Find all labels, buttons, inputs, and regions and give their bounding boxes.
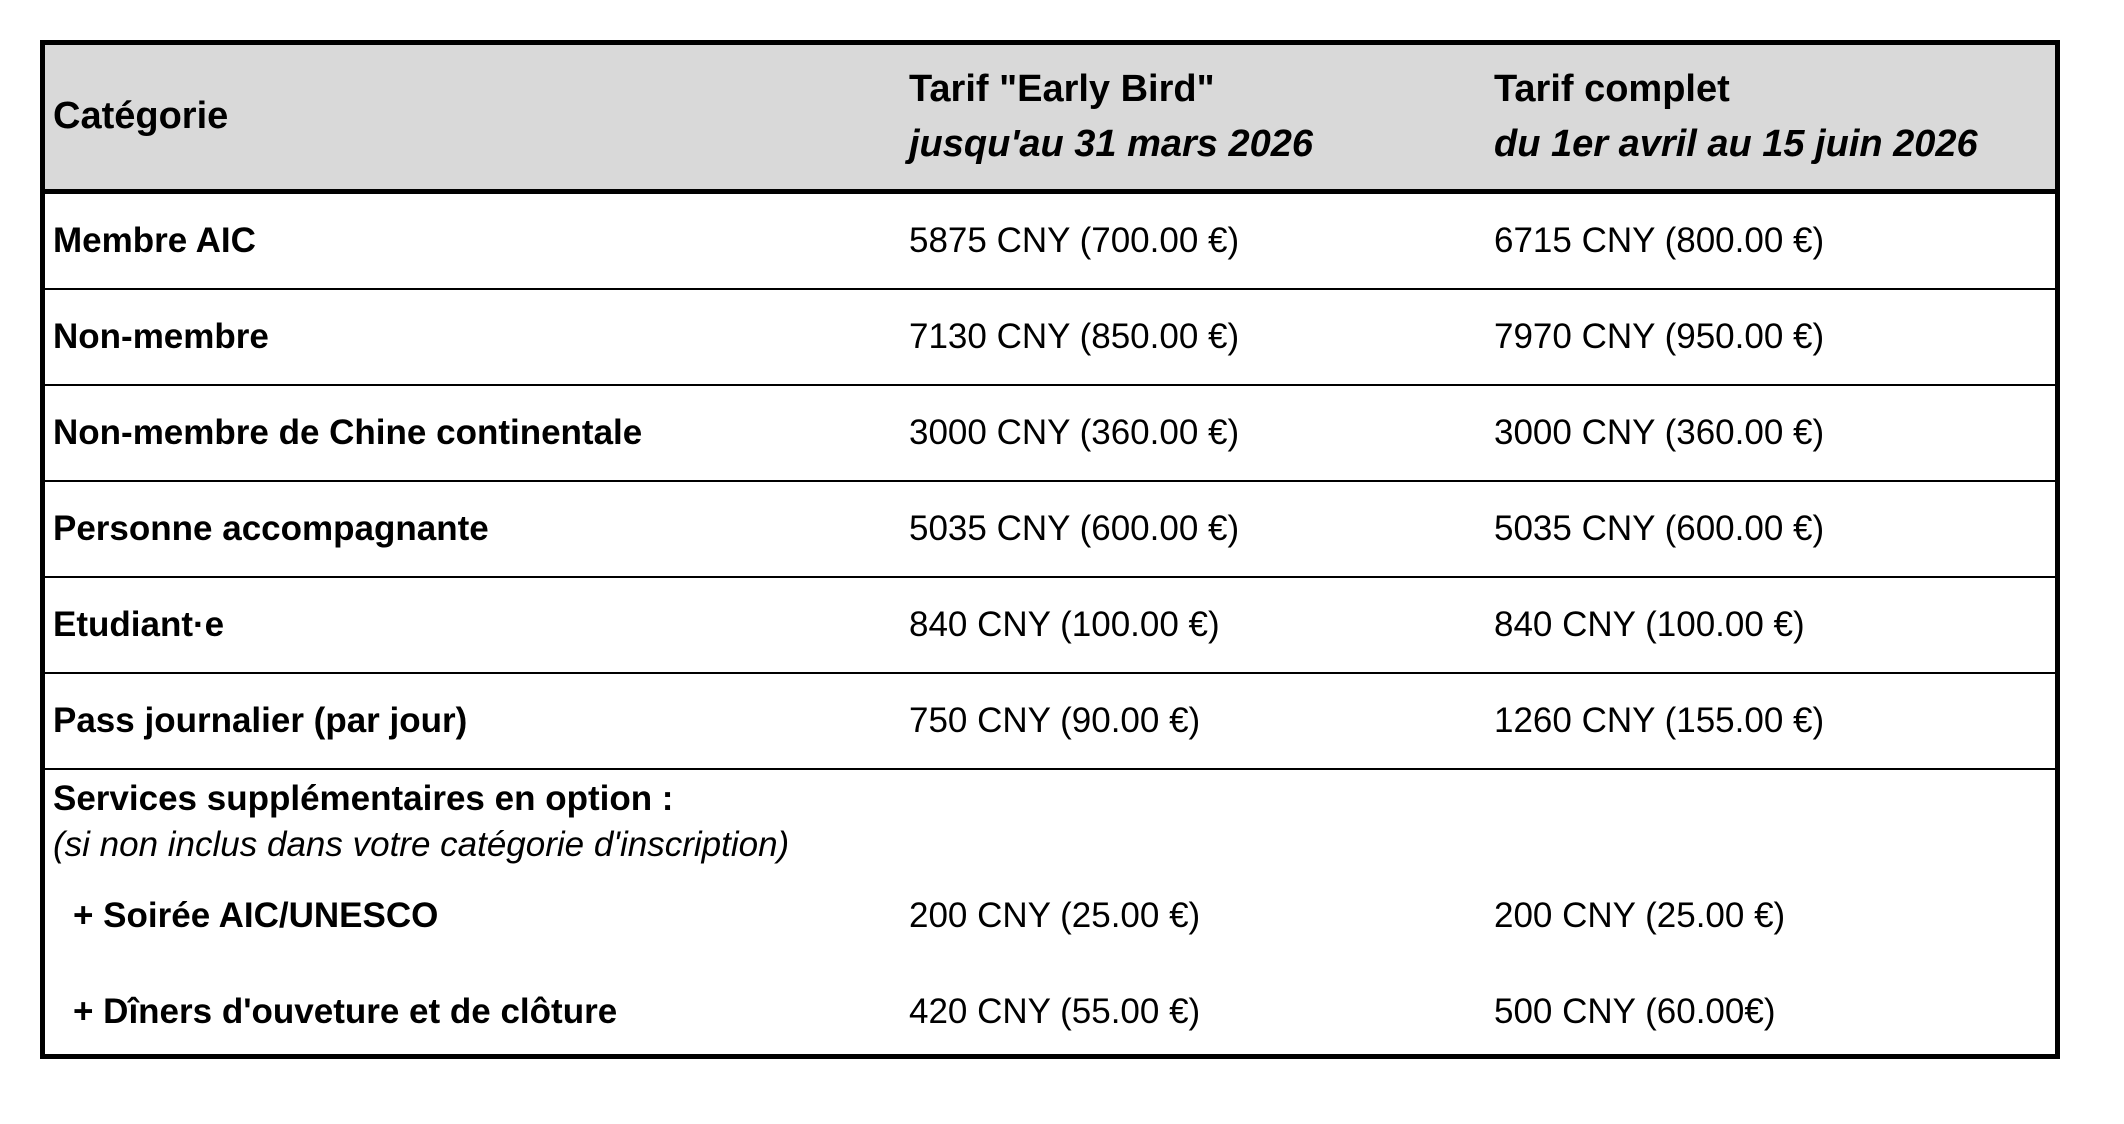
table-row: Personne accompagnante 5035 CNY (600.00 … [45,482,2055,578]
table-header-row: Catégorie Tarif "Early Bird" jusqu'au 31… [45,45,2055,194]
row-category: Non-membre [53,317,269,357]
option-row: + Soirée AIC/UNESCO 200 CNY (25.00 €) 20… [45,868,2055,964]
row-full-price: 840 CNY (100.00 €) [1494,605,1805,645]
row-full-price: 1260 CNY (155.00 €) [1494,701,1825,741]
option-row: + Dîners d'ouveture et de clôture 420 CN… [45,964,2055,1060]
table-row: Etudiant·e 840 CNY (100.00 €) 840 CNY (1… [45,578,2055,674]
row-early-price: 3000 CNY (360.00 €) [909,413,1240,453]
option-category: + Dîners d'ouveture et de clôture [73,992,618,1032]
row-category: Membre AIC [53,221,256,261]
header-early-bird-title: Tarif "Early Bird" [909,67,1215,110]
row-full-price: 5035 CNY (600.00 €) [1494,509,1825,549]
row-early-price: 7130 CNY (850.00 €) [909,317,1240,357]
row-full-price: 3000 CNY (360.00 €) [1494,413,1825,453]
option-category: + Soirée AIC/UNESCO [73,896,439,936]
header-full-period: du 1er avril au 15 juin 2026 [1494,123,1978,165]
option-full-price: 500 CNY (60.00€) [1494,992,1776,1032]
table-row: Membre AIC 5875 CNY (700.00 €) 6715 CNY … [45,194,2055,290]
row-category: Etudiant·e [53,605,225,645]
optional-services-note: (si non inclus dans votre catégorie d'in… [53,825,790,864]
table-row: Non-membre 7130 CNY (850.00 €) 7970 CNY … [45,290,2055,386]
row-early-price: 5875 CNY (700.00 €) [909,221,1240,261]
option-early-price: 420 CNY (55.00 €) [909,992,1201,1032]
row-early-price: 5035 CNY (600.00 €) [909,509,1240,549]
header-category: Catégorie [53,95,229,138]
option-early-price: 200 CNY (25.00 €) [909,896,1201,936]
row-full-price: 6715 CNY (800.00 €) [1494,221,1825,261]
pricing-table: Catégorie Tarif "Early Bird" jusqu'au 31… [40,40,2060,1059]
header-full-rate: Tarif complet du 1er avril au 15 juin 20… [1490,66,2055,169]
header-early-bird-period: jusqu'au 31 mars 2026 [909,123,1314,165]
table-row: Pass journalier (par jour) 750 CNY (90.0… [45,674,2055,770]
header-early-bird: Tarif "Early Bird" jusqu'au 31 mars 2026 [905,66,1490,169]
option-full-price: 200 CNY (25.00 €) [1494,896,1786,936]
optional-services-section: Services supplémentaires en option : (si… [45,770,2055,1054]
row-early-price: 750 CNY (90.00 €) [909,701,1201,741]
table-row: Non-membre de Chine continentale 3000 CN… [45,386,2055,482]
optional-services-title: Services supplémentaires en option : [53,779,674,818]
row-full-price: 7970 CNY (950.00 €) [1494,317,1825,357]
row-category: Personne accompagnante [53,509,489,549]
row-early-price: 840 CNY (100.00 €) [909,605,1220,645]
row-category: Non-membre de Chine continentale [53,413,643,453]
header-full-title: Tarif complet [1494,67,1730,110]
row-category: Pass journalier (par jour) [53,701,468,741]
